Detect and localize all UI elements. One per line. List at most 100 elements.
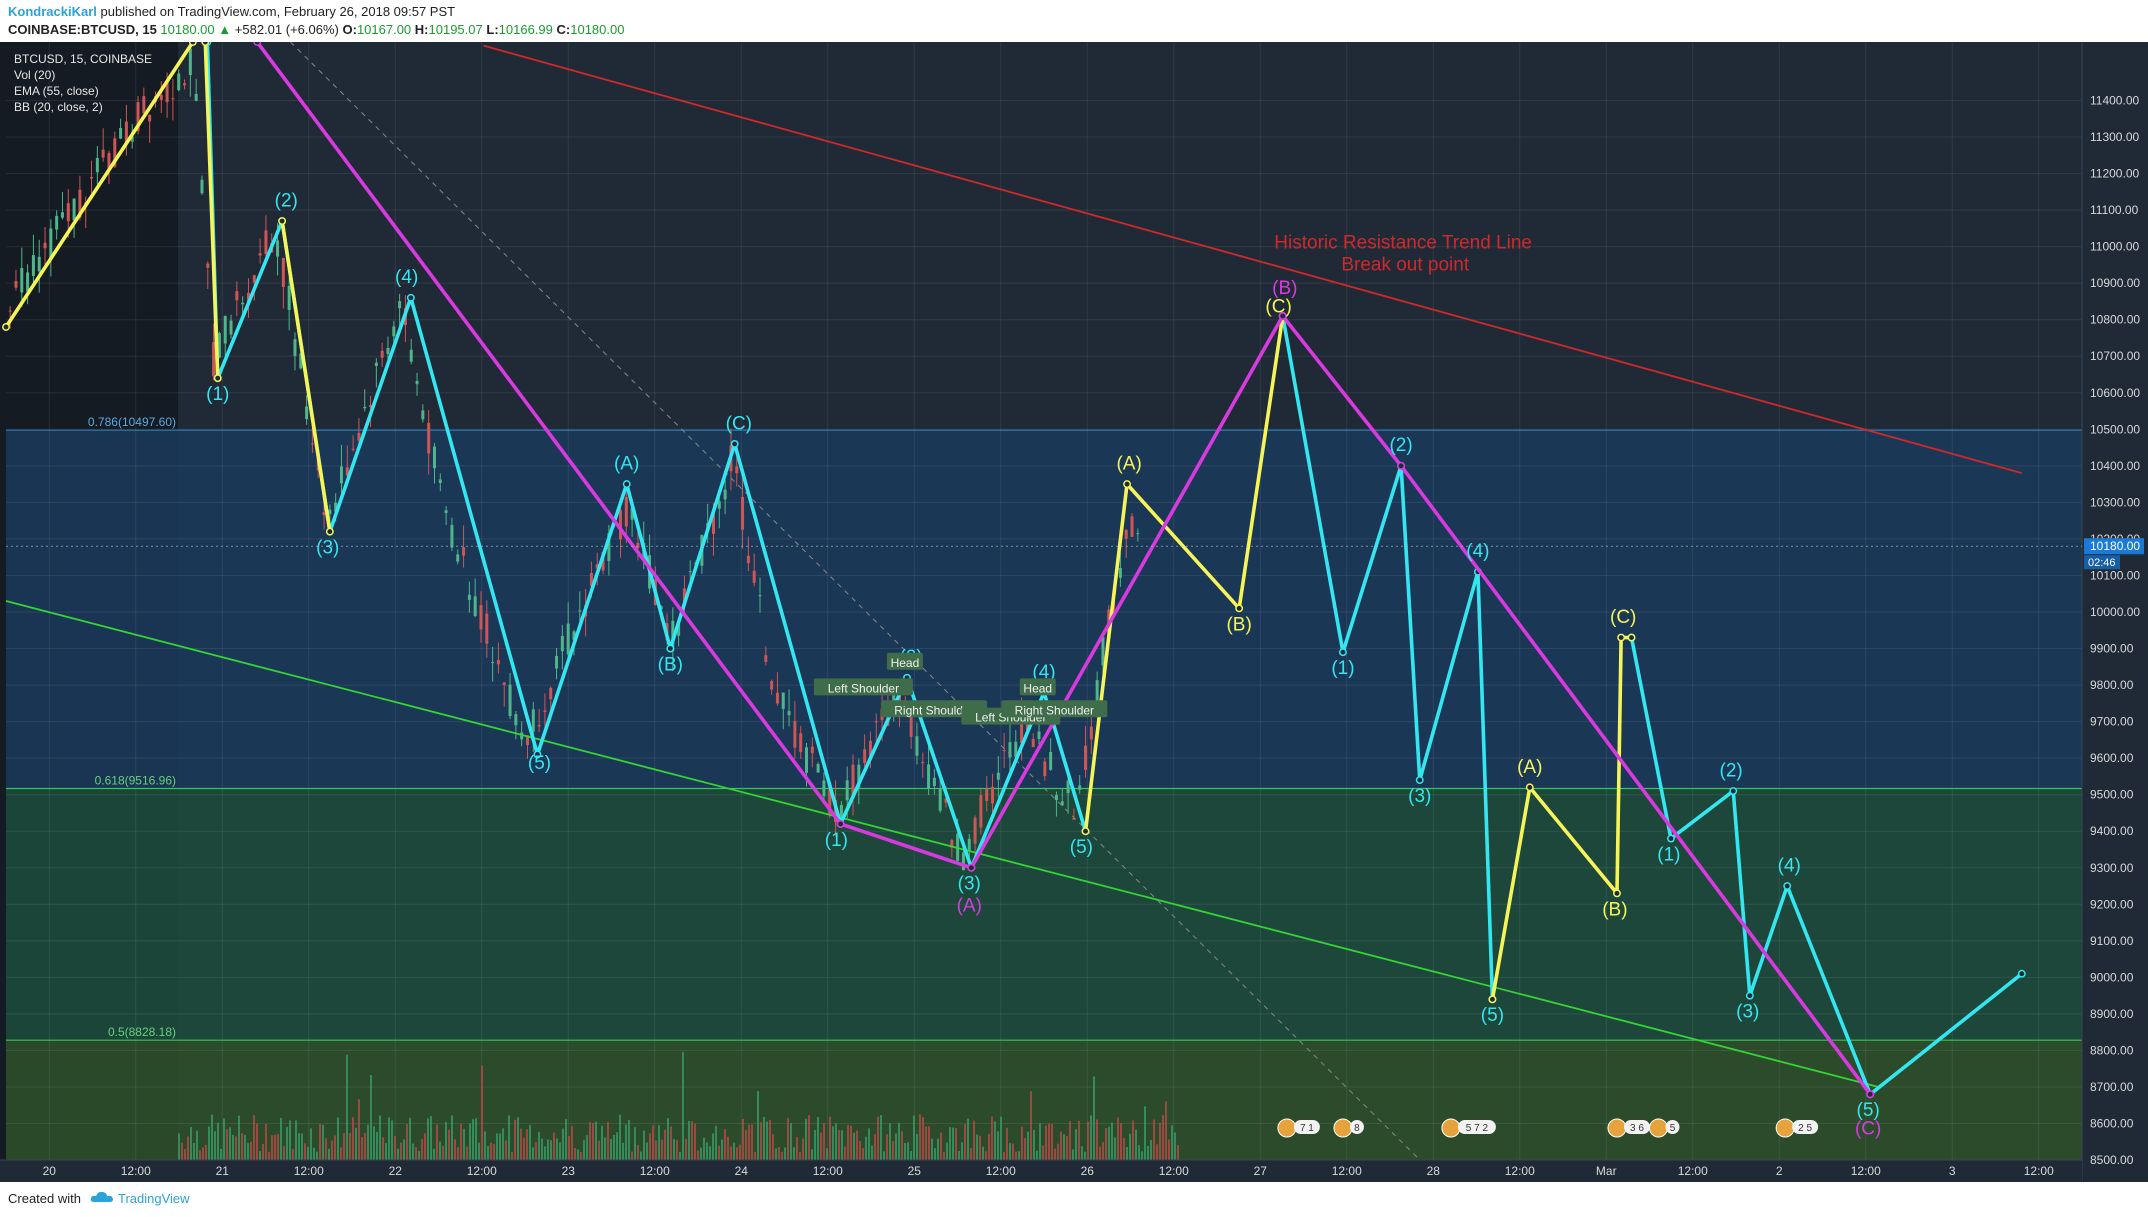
volume-bar [1099, 1146, 1101, 1160]
volume-bar [430, 1116, 432, 1160]
wave-point [1729, 787, 1738, 795]
close-label: C: [556, 22, 571, 37]
volume-bar [1075, 1129, 1077, 1160]
volume-bar [658, 1125, 660, 1160]
volume-bar [193, 1143, 195, 1160]
volume-bar [217, 1122, 219, 1160]
volume-bar [187, 1136, 189, 1160]
wave-label: (3) [1408, 786, 1431, 807]
price-tick-label: 9900.00 [2090, 642, 2134, 656]
volume-bar [763, 1117, 765, 1160]
volume-bar [364, 1132, 366, 1160]
event-badge-count: 3 6 [1630, 1123, 1644, 1134]
volume-bar [895, 1133, 897, 1160]
time-tick-label: 12:00 [1851, 1164, 1881, 1178]
countdown-label: 02:46 [2088, 557, 2116, 569]
event-badge-pill [1792, 1120, 1819, 1134]
wave-label: (5) [528, 753, 551, 774]
wave-label: (4) [395, 267, 418, 288]
event-badge-count: 2 5 [1798, 1123, 1812, 1134]
volume-bar [298, 1133, 300, 1160]
volume-bar [562, 1128, 564, 1160]
wave-point [1397, 461, 1406, 470]
volume-bar [574, 1148, 576, 1160]
candle-body [20, 268, 24, 293]
candle-body [991, 786, 995, 804]
candle-body [857, 764, 861, 788]
wave-series [1083, 315, 1285, 832]
volume-bar [787, 1117, 789, 1160]
volume-bar [385, 1143, 387, 1160]
pattern-label-box [1001, 700, 1108, 718]
volume-bar [847, 1125, 849, 1160]
price-tick-label: 10800.00 [2090, 313, 2140, 327]
trend-line-resistance [483, 44, 2023, 475]
candle-body [339, 466, 343, 484]
tradingview-link[interactable]: TradingView [118, 1191, 190, 1206]
volume-bar [1042, 1145, 1044, 1160]
candle-body [1084, 745, 1088, 770]
volume-bar [214, 1131, 216, 1160]
candle-body [793, 721, 797, 748]
volume-bar [1108, 1126, 1110, 1160]
author-link[interactable]: KondrackiKarl [8, 4, 97, 19]
volume-bar [262, 1143, 264, 1160]
candle-body [351, 448, 355, 450]
candle-body [950, 840, 954, 848]
candle-body [996, 772, 1000, 780]
volume-bar [790, 1122, 792, 1160]
volume-bar [604, 1137, 606, 1160]
wave-label: (B) [1602, 899, 1627, 920]
publish-info: published on TradingView.com, February 2… [100, 4, 456, 19]
wave-point [1745, 991, 1754, 1000]
volume-bar [601, 1125, 603, 1160]
time-tick-label: 25 [908, 1164, 922, 1178]
candle-body [525, 735, 529, 746]
volume-bar [721, 1139, 723, 1160]
volume-bar [1144, 1106, 1146, 1160]
volume-bar [391, 1120, 393, 1160]
price-tick-label: 11300.00 [2090, 130, 2139, 144]
volume-bar [499, 1133, 501, 1160]
volume-bar [907, 1142, 909, 1160]
wave-label: (C) [1610, 607, 1636, 628]
event-badge-count: 5 [1670, 1123, 1676, 1134]
price-chart[interactable]: 0.786(10497.60) 0.618(9516.96) 0.5(8828.18… [0, 27, 2148, 1182]
chart-header: KondrackiKarl published on TradingView.c… [0, 0, 2148, 42]
volume-bar [835, 1123, 837, 1160]
event-badge-icon [1607, 1118, 1627, 1138]
volume-bar [796, 1136, 798, 1160]
legend-ema[interactable]: EMA (55, close) [14, 84, 99, 98]
volume-bar [676, 1140, 678, 1160]
volume-bar [838, 1129, 840, 1160]
volume-bar [679, 1151, 681, 1160]
volume-bar [421, 1138, 423, 1160]
wave-label: (4) [1778, 855, 1801, 876]
volume-bar [358, 1099, 360, 1160]
legend-bb[interactable]: BB (20, close, 2) [14, 100, 103, 114]
volume-bar [982, 1146, 984, 1160]
volume-bar [1018, 1151, 1020, 1160]
event-badge-icon [1441, 1118, 1461, 1138]
volume-bar [529, 1125, 531, 1160]
volume-bar [361, 1137, 363, 1160]
candle-body [746, 555, 750, 564]
candle-body [770, 681, 774, 690]
wave-label: (1) [206, 384, 229, 405]
footer: Created with TradingView [0, 1182, 2148, 1217]
legend-volume[interactable]: Vol (20) [14, 68, 56, 82]
volume-bar [1162, 1115, 1164, 1160]
wave-point [201, 38, 210, 46]
candle-body [322, 512, 326, 516]
candle-body [229, 320, 233, 335]
volume-bar [766, 1121, 768, 1160]
wave-label: (1) [1657, 844, 1680, 865]
volume-bar [223, 1118, 225, 1160]
price-tick-label: 9800.00 [2090, 678, 2134, 692]
volume-bar [235, 1136, 237, 1160]
legend-symbol[interactable]: BTCUSD, 15, COINBASE [14, 52, 153, 66]
wave-point [325, 527, 334, 536]
wave-label: (3) [316, 538, 339, 559]
chart-area[interactable]: 0.786(10497.60) 0.618(9516.96) 0.5(8828.18… [0, 27, 2148, 1182]
volume-bar [892, 1140, 894, 1160]
